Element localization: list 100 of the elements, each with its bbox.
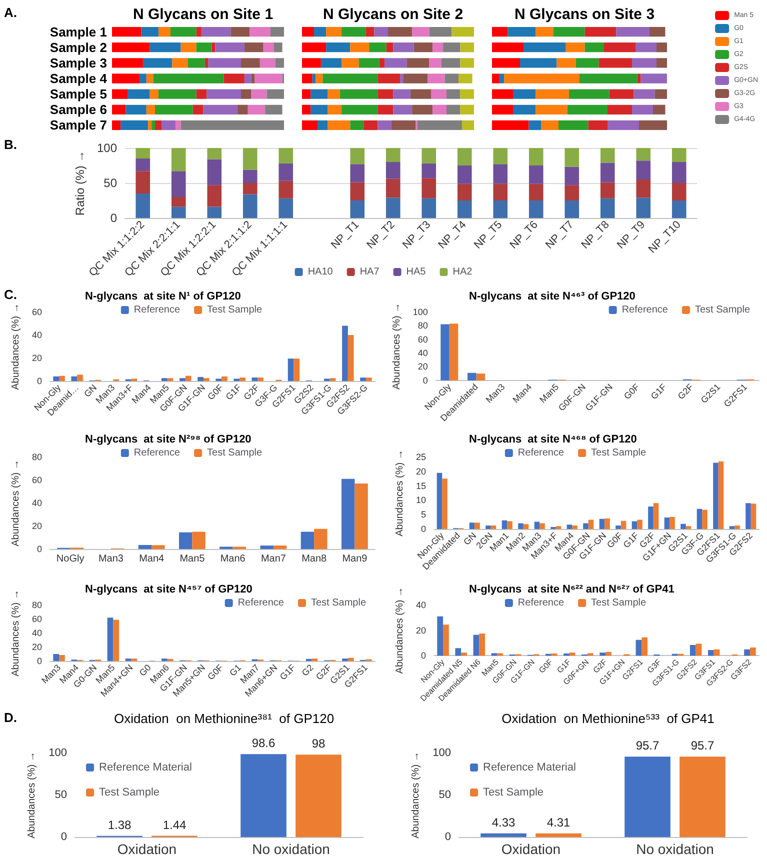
y-tick-label: 10	[416, 495, 426, 506]
bar	[342, 104, 378, 114]
bar	[350, 42, 370, 52]
bar	[461, 652, 467, 656]
bar	[518, 523, 524, 529]
bar	[632, 104, 653, 114]
bar	[580, 74, 638, 84]
bar	[588, 520, 594, 529]
bar	[564, 166, 580, 186]
bar	[636, 42, 656, 52]
bar	[59, 376, 65, 381]
bar	[342, 326, 348, 381]
bar	[440, 324, 450, 380]
y-tick-label: 80	[32, 600, 42, 610]
bar	[386, 162, 400, 179]
bar	[750, 648, 756, 656]
bar	[242, 183, 258, 194]
bar	[637, 520, 642, 529]
legend-label: Reference	[518, 448, 564, 458]
bar	[112, 104, 126, 114]
x-tick-label: No oxidation	[252, 841, 330, 857]
bar	[632, 521, 638, 529]
bar	[460, 104, 474, 114]
bar	[457, 166, 472, 184]
bar	[260, 58, 276, 68]
y-tick-label: 20	[32, 521, 42, 531]
bar	[171, 206, 186, 218]
bar	[244, 74, 252, 84]
bar	[126, 104, 146, 114]
y-tick-label: 40	[416, 600, 426, 610]
bar	[608, 120, 639, 130]
bar	[443, 624, 449, 656]
bar	[244, 42, 264, 52]
x-tick-label: G0F	[206, 382, 226, 402]
bar	[317, 120, 328, 130]
x-tick-label: G0F	[537, 657, 555, 675]
bar	[642, 637, 648, 656]
bar	[429, 26, 452, 37]
bar	[167, 378, 174, 381]
bar	[446, 104, 460, 114]
legend-label: Reference Material	[483, 762, 576, 774]
bar	[528, 148, 544, 166]
legend-label: Reference	[518, 598, 564, 608]
bar	[431, 89, 446, 99]
bar	[567, 104, 608, 114]
bar	[536, 89, 569, 99]
bar	[624, 756, 670, 837]
bar	[403, 74, 428, 84]
data-label: 98.6	[252, 736, 276, 750]
bar	[242, 170, 258, 183]
bar	[556, 526, 562, 529]
bar	[523, 524, 529, 529]
legend-label: HA2	[452, 266, 473, 278]
bar	[599, 518, 605, 529]
bar	[360, 378, 366, 381]
bar	[302, 74, 312, 84]
bar	[598, 58, 632, 68]
bar	[400, 74, 404, 84]
bar	[350, 200, 365, 218]
y-tick-label: 25	[416, 452, 426, 462]
bar	[171, 171, 186, 197]
bar	[528, 120, 541, 130]
bar	[170, 26, 196, 37]
bar	[326, 26, 342, 37]
bar	[412, 26, 430, 37]
x-tick-label: G2	[300, 662, 316, 678]
bar	[153, 74, 224, 84]
bar	[460, 42, 474, 52]
legend-label: HA7	[360, 266, 380, 278]
bar	[524, 42, 566, 52]
bar	[493, 148, 508, 164]
bar	[302, 42, 326, 52]
bar	[410, 89, 431, 99]
bar	[310, 89, 328, 99]
bar	[328, 89, 340, 99]
bar	[393, 89, 410, 99]
chart-title: N-glycans at site N²⁹⁸ of GP120	[85, 434, 252, 446]
text: A.	[4, 5, 17, 20]
text: C.	[4, 287, 17, 302]
y-axis-title: Abundances (%) →	[10, 590, 22, 676]
bar	[422, 198, 436, 218]
bar	[348, 335, 354, 381]
x-tick-label: Man9	[342, 554, 368, 564]
bar	[600, 198, 615, 218]
bar	[664, 517, 670, 529]
bar	[429, 58, 442, 68]
bar	[572, 526, 578, 529]
bar	[441, 58, 460, 68]
bar	[242, 194, 258, 218]
bar	[750, 504, 756, 529]
bar	[412, 104, 433, 114]
bar	[314, 26, 326, 37]
legend-label: Test Sample	[694, 304, 750, 316]
bar	[587, 653, 594, 656]
y-tick-label: 60	[418, 334, 428, 344]
bar	[314, 528, 328, 549]
bar	[436, 472, 442, 529]
bar	[107, 618, 114, 661]
bar	[637, 74, 641, 84]
bar	[566, 524, 572, 529]
